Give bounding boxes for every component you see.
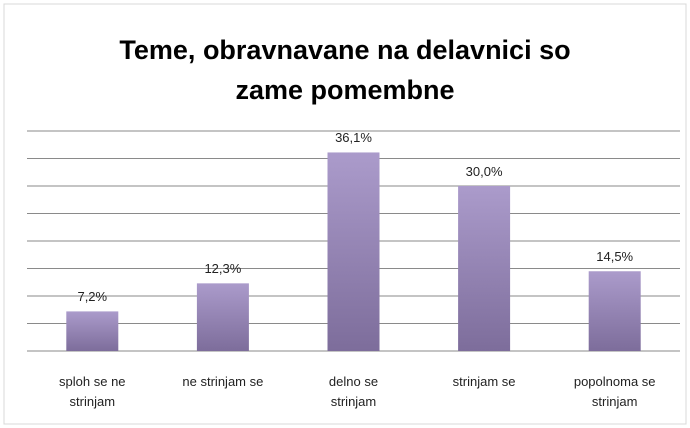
x-tick-label: delno se strinjam xyxy=(328,374,379,409)
value-label: 7,2% xyxy=(77,289,108,305)
bar xyxy=(458,186,511,351)
chart-border xyxy=(3,3,687,425)
x-tick-label: ne strinjam se xyxy=(182,374,264,389)
bar xyxy=(588,271,641,351)
x-tick-label: strinjam se xyxy=(452,374,516,389)
x-tick-label: sploh se ne strinjam xyxy=(59,374,126,409)
value-label: 30,0% xyxy=(465,164,503,179)
value-label: 12,3% xyxy=(204,261,242,277)
value-label: 14,5% xyxy=(596,249,634,265)
bar xyxy=(66,311,119,351)
bar xyxy=(196,283,249,351)
bar xyxy=(327,152,380,351)
value-label: 36,1% xyxy=(335,130,372,146)
chart-title: Teme, obravnavane na delavnici so zame p… xyxy=(119,35,571,105)
x-tick-label: popolnoma se strinjam xyxy=(573,374,656,409)
